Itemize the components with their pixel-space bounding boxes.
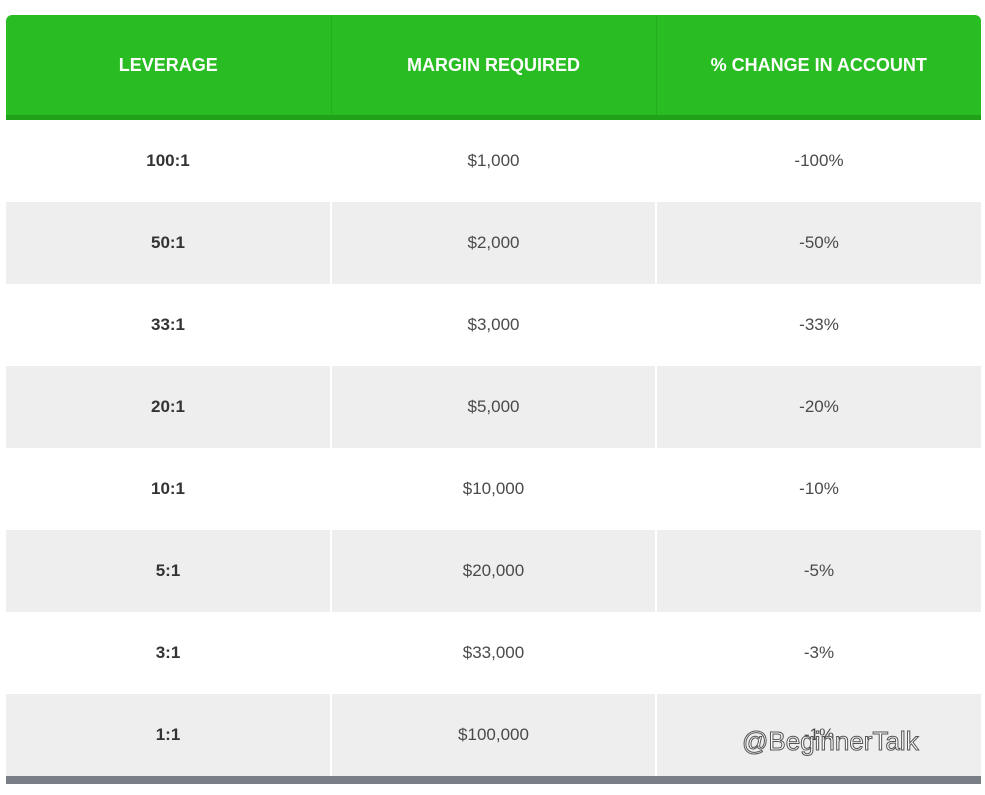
table-row: 1:1 $100,000 -1% [6, 694, 981, 776]
table-row: 10:1 $10,000 -10% [6, 448, 981, 530]
header-row: LEVERAGE MARGIN REQUIRED % CHANGE IN ACC… [6, 15, 981, 120]
table-row: 20:1 $5,000 -20% [6, 366, 981, 448]
header-percent-change: % CHANGE IN ACCOUNT [656, 15, 981, 120]
leverage-cell: 5:1 [6, 530, 332, 612]
leverage-cell: 3:1 [6, 612, 332, 694]
table-row: 33:1 $3,000 -33% [6, 284, 981, 366]
change-cell: -50% [799, 233, 839, 252]
table-footer-bar [6, 776, 981, 784]
margin-cell: $20,000 [331, 530, 657, 612]
change-cell: -10% [799, 479, 839, 498]
change-cell: -5% [803, 561, 835, 580]
leverage-cell: 20:1 [6, 366, 332, 448]
leverage-cell: 50:1 [6, 202, 332, 284]
change-cell: -3% [803, 643, 835, 662]
margin-cell: $3,000 [331, 284, 657, 366]
table-row: 3:1 $33,000 -3% [6, 612, 981, 694]
leverage-table: LEVERAGE MARGIN REQUIRED % CHANGE IN ACC… [6, 15, 981, 776]
change-cell: -100% [794, 151, 844, 170]
margin-cell: $100,000 [331, 694, 657, 776]
watermark-text: @BeginnerTalk [742, 726, 920, 757]
leverage-cell: 33:1 [6, 284, 332, 366]
leverage-cell: 10:1 [6, 448, 332, 530]
margin-cell: $5,000 [331, 366, 657, 448]
leverage-table-container: LEVERAGE MARGIN REQUIRED % CHANGE IN ACC… [6, 15, 981, 784]
margin-cell: $10,000 [331, 448, 657, 530]
change-cell: -1% [803, 725, 835, 744]
change-cell: -20% [799, 397, 839, 416]
margin-cell: $1,000 [331, 117, 657, 202]
table-row: 5:1 $20,000 -5% [6, 530, 981, 612]
table-body: 100:1 $1,000 -100% 50:1 $2,000 -50% 33:1… [6, 117, 981, 776]
margin-cell: $33,000 [331, 612, 657, 694]
margin-cell: $2,000 [331, 202, 657, 284]
leverage-cell: 1:1 [6, 694, 332, 776]
leverage-cell: 100:1 [6, 117, 332, 202]
table-row: 50:1 $2,000 -50% [6, 202, 981, 284]
header-margin-required: MARGIN REQUIRED [331, 15, 657, 120]
table-row: 100:1 $1,000 -100% [6, 117, 981, 202]
header-leverage: LEVERAGE [6, 15, 332, 120]
change-cell: -33% [799, 315, 839, 334]
table-header: LEVERAGE MARGIN REQUIRED % CHANGE IN ACC… [6, 15, 981, 120]
